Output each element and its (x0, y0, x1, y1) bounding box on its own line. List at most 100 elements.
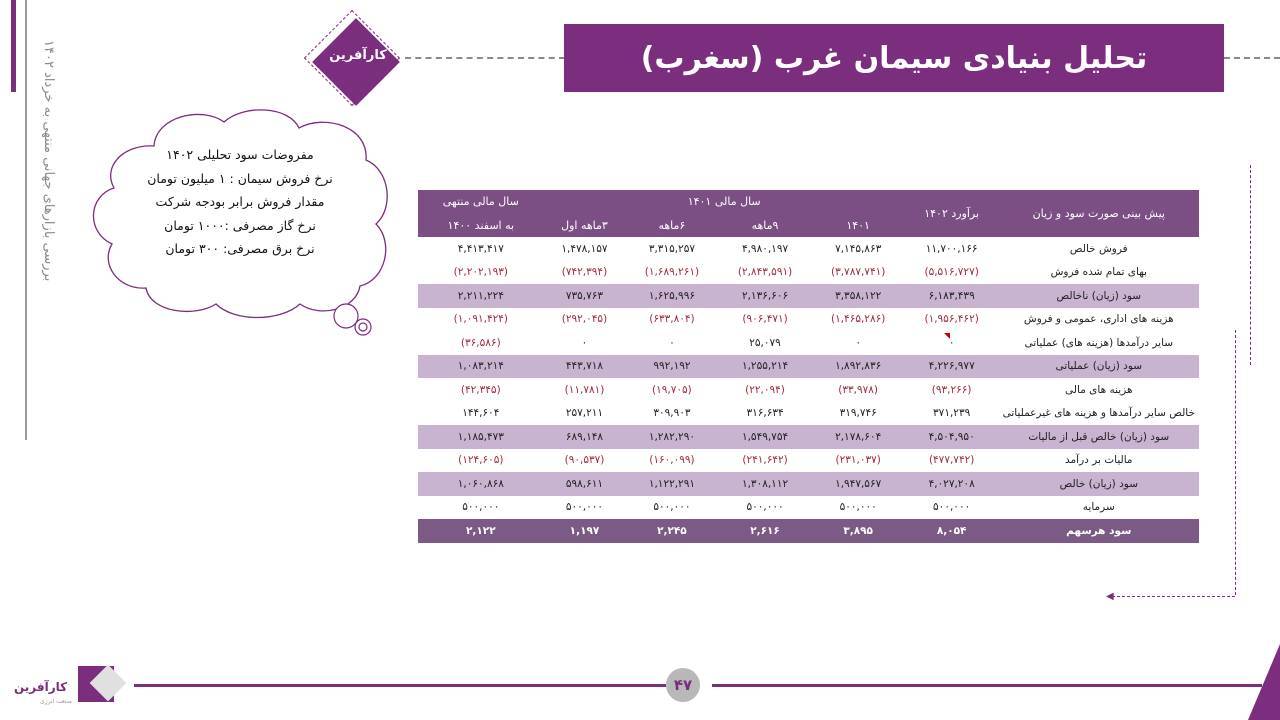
table-cell: ۱,۶۲۵,۹۹۶ (625, 284, 719, 308)
table-cell: ۲,۱۲۲ (418, 519, 544, 543)
table-cell: ۲,۱۳۶,۶۰۶ (718, 284, 812, 308)
table-cell: ۲,۲۱۱,۲۲۴ (418, 284, 544, 308)
table-cell: ۴,۰۲۷,۲۰۸ (904, 472, 999, 496)
table-row: خالص سایر درآمدها و هزینه های غیرعملیاتی… (418, 402, 1199, 426)
table-row: سایر درآمدها (هزینه های) عملیاتی ۰ ۰ ۲۵,۰۷۹… (418, 331, 1199, 355)
table-cell: ۴,۲۲۶,۹۷۷ (904, 354, 999, 378)
cloud-text: مفروضات سود تحلیلی ۱۴۰۲ نرخ فروش سیمان :… (130, 146, 350, 264)
table-row: هزینه های اداری، عمومی و فروش (۱,۹۵۶,۴۶۲)… (418, 308, 1199, 332)
footer-logo-text: کارآفرین (14, 680, 68, 694)
right-dashed-line-upper (1250, 165, 1251, 365)
row-label: سود (زیان) ناخالص (998, 284, 1199, 308)
table-row: فروش خالص ۱۱,۷۰۰,۱۶۶ ۷,۱۴۵,۸۶۳ ۴,۹۸۰,۱۹۷ ۳,۳… (418, 237, 1199, 261)
left-accent-bar (11, 0, 16, 92)
table-cell: (۷۴۲,۳۹۴) (561, 266, 608, 279)
table-cell: (۲۳۱,۰۳۷) (835, 454, 881, 467)
table-cell: (۱۶۰,۰۹۹) (649, 454, 695, 467)
table-cell: ۵۰۰,۰۰۰ (746, 501, 784, 514)
cloud-line-2: نرخ فروش سیمان : ۱ میلیون تومان (147, 170, 333, 186)
footer-line-left (134, 684, 666, 687)
row-label: مالیات بر درآمد (1065, 454, 1133, 467)
table-cell: ۱,۹۴۷,۵۶۷ (811, 472, 905, 496)
table-cell: ۴,۵۰۴,۹۵۰ (904, 425, 999, 449)
table-row: مالیات بر درآمد (۴۷۷,۷۴۲) (۲۳۱,۰۳۷) (۲۴۱,۶۴… (418, 449, 1199, 473)
table-cell: ۳,۳۱۵,۲۵۷ (648, 242, 695, 255)
table-cell: (۹۰۶,۴۷۱) (742, 313, 788, 326)
table-cell: ۶۸۹,۱۴۸ (543, 425, 626, 449)
table-cell: ۱,۲۵۵,۲۱۴ (718, 354, 812, 378)
table-cell: ۶,۱۸۳,۴۳۹ (904, 284, 999, 308)
table-cell: (۱۹,۷۰۵) (652, 383, 692, 396)
table-cell: (۲۴۱,۶۴۲) (742, 454, 788, 467)
col-header-1401: ۱۴۰۱ (811, 213, 905, 237)
row-label: سود (زیان) خالص (998, 472, 1199, 496)
page-number: ۴۷ (666, 668, 700, 702)
table-cell: ۲,۲۴۵ (625, 519, 719, 543)
table-cell: ۵۰۰,۰۰۰ (565, 501, 604, 514)
table-cell: ۱,۲۸۲,۲۹۰ (625, 425, 719, 449)
table-cell: ۵۰۰,۰۰۰ (839, 501, 877, 514)
table-cell: ۱,۱۹۷ (543, 519, 626, 543)
row-label: سرمایه (1082, 501, 1115, 514)
table-cell: ۵۰۰,۰۰۰ (653, 501, 691, 514)
table-cell: ۹۹۲,۱۹۲ (625, 354, 719, 378)
row-label: خالص سایر درآمدها و هزینه های غیرعملیاتی (1002, 407, 1195, 420)
table-cell: ۷۳۵,۷۶۳ (543, 284, 626, 308)
header-logo-text: کارآفرین (329, 48, 387, 63)
table-cell: ۵۰۰,۰۰۰ (462, 501, 500, 514)
table-cell: ۱۴۴,۶۰۴ (462, 407, 500, 420)
table-row: سود (زیان) خالص قبل از مالیات ۴,۵۰۴,۹۵۰ ۲,… (418, 425, 1199, 449)
table-cell: ۰ (669, 336, 675, 349)
table-cell: (۱,۰۹۱,۴۲۴) (453, 313, 508, 326)
table-cell: ۰ (948, 336, 955, 349)
table-cell: (۳۳,۹۷۸) (838, 383, 879, 396)
table-cell: ۱,۱۲۲,۲۹۱ (625, 472, 719, 496)
table-cell: ۲۵,۰۷۹ (749, 336, 781, 349)
table-cell: ۲۵۷,۲۱۱ (565, 407, 604, 420)
table-cell: ۷,۱۴۵,۸۶۳ (835, 242, 882, 255)
side-caption: بررسی بازارهای جهانی منتهی به خرداد ۱۴۰۲ (41, 40, 56, 282)
table-cell: ۴,۴۱۳,۴۱۷ (457, 242, 504, 255)
footer-line-right (712, 684, 1262, 687)
header-dashed-line-right (1224, 57, 1280, 59)
cloud-line-4: نرخ گاز مصرفی :۱۰۰۰ تومان (164, 217, 316, 233)
table-cell: ۱,۰۶۰,۸۶۸ (418, 472, 544, 496)
table-cell: ۵۰۰,۰۰۰ (933, 501, 971, 514)
table-cell: (۱,۹۵۶,۴۶۲) (924, 313, 979, 326)
table-cell: ۴۴۳,۷۱۸ (543, 354, 626, 378)
table-cell: ۱,۵۴۹,۷۵۴ (718, 425, 812, 449)
row-label: سود (زیان) عملیاتی (998, 354, 1199, 378)
table-cell: ۱۱,۷۰۰,۱۶۶ (925, 242, 978, 255)
table-row: هزینه های مالی (۹۳,۲۶۶) (۳۳,۹۷۸) (۲۲,۰۹۴) (۱… (418, 378, 1199, 402)
bottom-dashed-connector (1112, 596, 1235, 597)
col-header-label: پیش بینی صورت سود و زیان (998, 190, 1199, 237)
table-row: سود (زیان) عملیاتی ۴,۲۲۶,۹۷۷ ۱,۸۹۲,۸۳۶ ۱,۲۵… (418, 354, 1199, 378)
table-cell: (۱,۴۶۵,۲۸۶) (830, 313, 886, 326)
cloud-line-1: مفروضات سود تحلیلی ۱۴۰۲ (166, 147, 314, 162)
table-cell: (۲,۸۴۳,۵۹۱) (737, 266, 793, 279)
row-label: هزینه های اداری، عمومی و فروش (1023, 313, 1174, 326)
table-cell: (۲,۲۰۲,۱۹۳) (453, 266, 508, 279)
table-cell: ۳۷۱,۲۳۹ (933, 407, 971, 420)
table-cell: ۸,۰۵۴ (904, 519, 999, 543)
col-header-3m: ۳ماهه اول (543, 213, 626, 237)
table-cell: (۲۲,۰۹۴) (745, 383, 785, 396)
col-header-fy-end: سال مالی منتهی (418, 190, 544, 214)
table-row-eps: سود هرسهم ۸,۰۵۴ ۳,۸۹۵ ۲,۶۱۶ ۲,۲۴۵ ۱,۱۹۷ ۲,۱۲۲ (418, 519, 1199, 543)
income-statement-table: پیش بینی صورت سود و زیان برآورد ۱۴۰۲ سال… (418, 190, 1199, 543)
table-cell: (۳,۷۸۷,۷۴۱) (830, 266, 886, 279)
table-row: بهای تمام شده فروش (۵,۵۱۶,۷۲۷) (۳,۷۸۷,۷۴۱)… (418, 261, 1199, 285)
table-cell: ۳,۳۵۸,۱۲۲ (811, 284, 905, 308)
table-cell: ۱,۸۹۲,۸۳۶ (811, 354, 905, 378)
row-label: هزینه های مالی (1065, 383, 1133, 396)
table-cell: ۲,۶۱۶ (718, 519, 812, 543)
table-row: سود (زیان) خالص ۴,۰۲۷,۲۰۸ ۱,۹۴۷,۵۶۷ ۱,۳۰۸,۱… (418, 472, 1199, 496)
table-cell: (۶۳۳,۸۰۴) (649, 313, 695, 326)
table-cell: (۱۲۴,۶۰۵) (458, 454, 504, 467)
page-title: تحلیل بنیادی سیمان غرب (سغرب) (640, 40, 1148, 76)
col-header-fy1401: سال مالی ۱۴۰۱ (543, 190, 905, 214)
table-cell: (۳۶,۵۸۶) (460, 336, 501, 349)
table-cell: ۱,۳۰۸,۱۱۲ (718, 472, 812, 496)
table-cell: ۳۱۶,۶۳۴ (746, 407, 784, 420)
table-cell: ۱,۰۸۳,۲۱۴ (418, 354, 544, 378)
